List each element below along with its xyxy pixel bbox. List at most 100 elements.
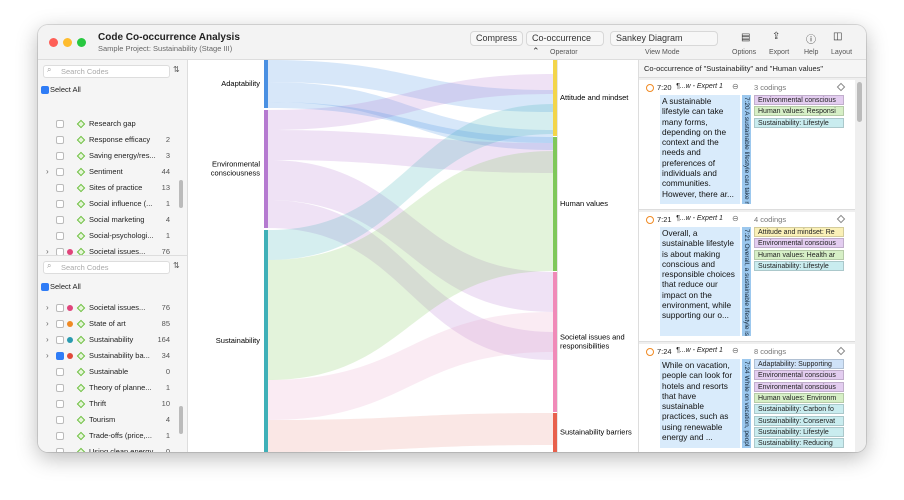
code-name: Tourism: [89, 415, 116, 424]
export-icon[interactable]: ⇪: [772, 31, 781, 42]
code-tag[interactable]: Sustainability: Lifestyle: [754, 260, 844, 271]
expand-chevron[interactable]: ›: [46, 351, 49, 360]
code-tag[interactable]: Sustainability: Conservat: [754, 415, 844, 426]
expand-chevron[interactable]: ›: [46, 335, 49, 344]
search-icon: ⌕: [47, 261, 52, 270]
select-all-box[interactable]: [41, 283, 49, 291]
checkbox[interactable]: [56, 368, 64, 376]
code-tag[interactable]: Human values: Environm: [754, 392, 844, 403]
compress-button[interactable]: Compress: [470, 31, 524, 46]
select-all-box[interactable]: [41, 86, 49, 94]
checkbox[interactable]: [56, 216, 64, 224]
quotation-card[interactable]: 7:20 ¶...w - Expert 1 ⊖ 3 codings A sustaina…: [639, 80, 855, 210]
code-tag[interactable]: Human values: Health ar: [754, 249, 844, 260]
checkbox[interactable]: [56, 304, 64, 312]
code-tag[interactable]: Attitude and mindset: Re: [754, 227, 844, 237]
code-tag[interactable]: Human values: Responsi: [754, 106, 844, 117]
code-count: 34: [161, 351, 170, 360]
collapse-icon[interactable]: ⊖: [732, 82, 739, 91]
code-tag[interactable]: Environmental conscious: [754, 381, 844, 392]
options-icon[interactable]: ▤: [741, 32, 751, 43]
code-menu-icon[interactable]: [836, 82, 846, 92]
code-row[interactable]: Saving energy/res... 3: [38, 149, 178, 163]
operator-select[interactable]: Co-occurrence ⌃: [526, 31, 604, 56]
code-row[interactable]: Social-psychologi... 1: [38, 229, 178, 243]
code-menu-icon[interactable]: [836, 214, 846, 224]
scrollbar[interactable]: [179, 406, 183, 434]
code-row[interactable]: › Sustainability 164: [38, 333, 178, 347]
expand-chevron[interactable]: ›: [46, 247, 49, 256]
code-row[interactable]: Social marketing 4: [38, 213, 178, 227]
code-icon: [76, 319, 86, 329]
code-row[interactable]: › Societal issues... 76: [38, 301, 178, 315]
sankey-node: [264, 110, 268, 228]
checkbox[interactable]: [56, 248, 64, 255]
checkbox[interactable]: [56, 336, 64, 344]
code-row[interactable]: Theory of planne... 1: [38, 381, 178, 395]
code-icon: [76, 303, 86, 313]
code-tag[interactable]: Sustainability: Carbon fo: [754, 404, 844, 415]
code-row[interactable]: Sites of practice 13: [38, 181, 178, 195]
code-name: Research gap: [89, 119, 136, 128]
scrollbar[interactable]: [857, 82, 862, 122]
close-button[interactable]: [49, 38, 58, 47]
checkbox[interactable]: [56, 320, 64, 328]
checkbox[interactable]: [56, 448, 64, 452]
checkbox[interactable]: [56, 136, 64, 144]
quotation-card[interactable]: 7:21 ¶...w - Expert 1 ⊖ 4 codings Overall, a…: [639, 212, 855, 342]
zoom-button[interactable]: [77, 38, 86, 47]
code-row[interactable]: Tourism 4: [38, 413, 178, 427]
checkbox[interactable]: [56, 400, 64, 408]
code-tag[interactable]: Environmental conscious: [754, 95, 844, 105]
search-icon: ⌕: [47, 65, 52, 74]
code-tag[interactable]: Adaptability: Supporting: [754, 359, 844, 369]
checkbox[interactable]: [56, 232, 64, 240]
code-row[interactable]: › Sustainability ba... 34: [38, 349, 178, 363]
checkbox[interactable]: [56, 384, 64, 392]
collapse-icon[interactable]: ⊖: [732, 346, 739, 355]
code-row[interactable]: Trade-offs (price,... 1: [38, 429, 178, 443]
code-tag[interactable]: Environmental conscious: [754, 370, 844, 381]
code-row[interactable]: Thrift 10: [38, 397, 178, 411]
code-row[interactable]: Using clean energy 0: [38, 445, 178, 452]
select-all[interactable]: Select All: [50, 85, 81, 94]
checkbox[interactable]: [56, 152, 64, 160]
checkbox[interactable]: [56, 184, 64, 192]
collapse-icon[interactable]: ⊖: [732, 214, 739, 223]
checkbox[interactable]: [56, 120, 64, 128]
checkbox[interactable]: [56, 200, 64, 208]
code-row[interactable]: Response efficacy 2: [38, 133, 178, 147]
code-row[interactable]: › Sentiment 44: [38, 165, 178, 179]
code-row[interactable]: Research gap: [38, 117, 178, 131]
expand-chevron[interactable]: ›: [46, 319, 49, 328]
checkbox[interactable]: [56, 432, 64, 440]
scrollbar[interactable]: [179, 180, 183, 208]
checkbox[interactable]: [56, 416, 64, 424]
minimize-button[interactable]: [63, 38, 72, 47]
help-icon[interactable]: ⓘ: [806, 35, 816, 46]
code-tag[interactable]: Environmental conscious: [754, 238, 844, 249]
checkbox[interactable]: [56, 352, 64, 360]
code-row[interactable]: › Societal issues... 76: [38, 245, 178, 256]
quotation-card[interactable]: 7:24 ¶...w - Expert 1 ⊖ 8 codings While on v…: [639, 344, 855, 452]
code-row[interactable]: Sustainable 0: [38, 365, 178, 379]
expand-chevron[interactable]: ›: [46, 167, 49, 176]
sort-icon[interactable]: ⇅: [173, 261, 180, 270]
view-mode-select[interactable]: Sankey Diagram: [610, 31, 718, 46]
code-menu-icon[interactable]: [836, 346, 846, 356]
strip-label: 7:24 While on vacation, peopl: [743, 361, 750, 447]
layout-icon[interactable]: ◫: [833, 31, 843, 42]
code-tag[interactable]: Sustainability: Reducing: [754, 438, 844, 449]
quotation-strip: 7:20 A sustainable lifestyle can take m: [742, 95, 751, 204]
search-field[interactable]: Search Codes: [43, 65, 170, 78]
sort-icon[interactable]: ⇅: [173, 65, 180, 74]
code-tag[interactable]: Sustainability: Lifestyle: [754, 426, 844, 437]
expand-chevron[interactable]: ›: [46, 303, 49, 312]
checkbox[interactable]: [56, 168, 64, 176]
code-row[interactable]: › State of art 85: [38, 317, 178, 331]
select-all[interactable]: Select All: [50, 282, 81, 291]
search-field[interactable]: Search Codes: [43, 261, 170, 274]
code-tag[interactable]: Sustainability: Lifestyle: [754, 117, 844, 128]
code-color: [67, 305, 73, 311]
code-row[interactable]: Social influence (... 1: [38, 197, 178, 211]
